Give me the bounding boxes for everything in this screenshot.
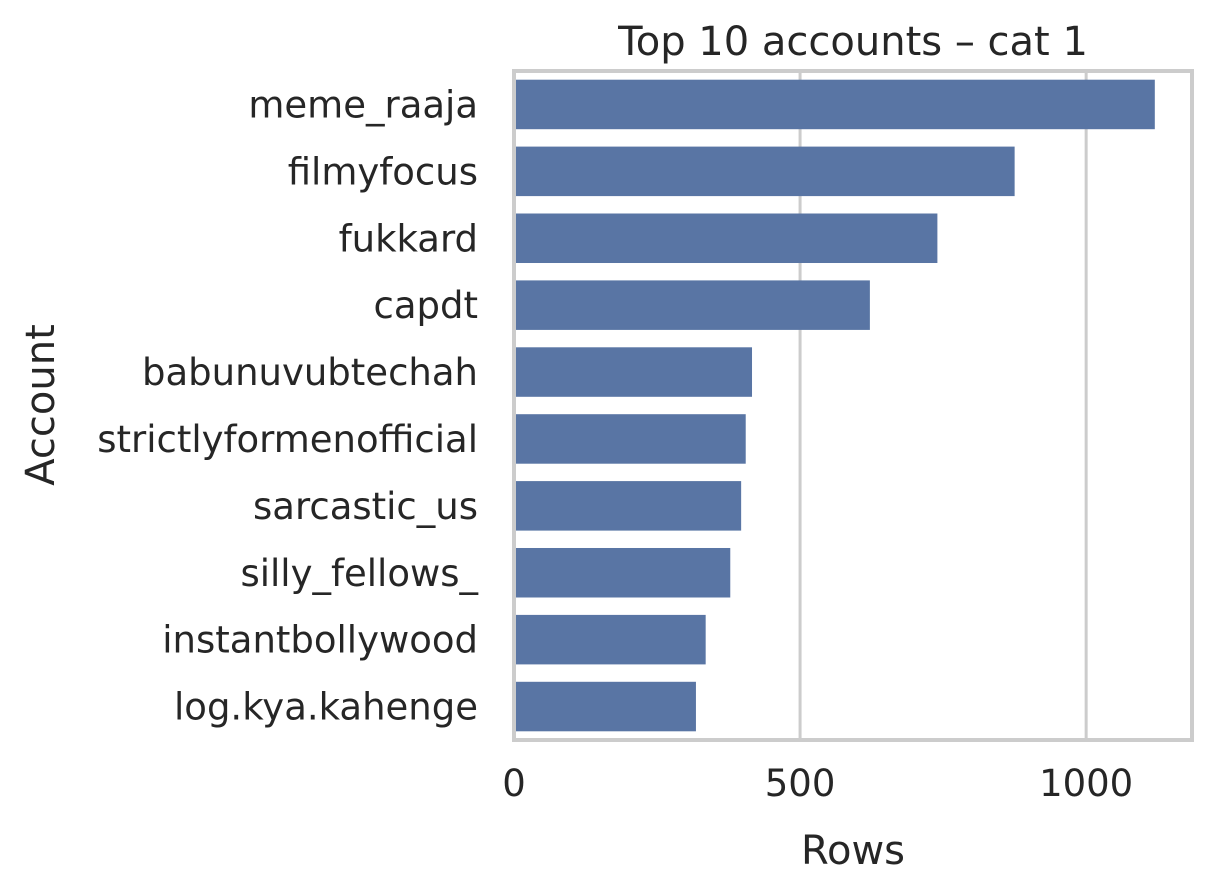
bar xyxy=(514,547,731,598)
chart-title: Top 10 accounts – cat 1 xyxy=(617,19,1088,65)
y-tick-label: babunuvubtechah xyxy=(142,351,478,394)
bars xyxy=(514,79,1155,732)
bar xyxy=(514,280,870,330)
x-tick-label: 0 xyxy=(502,762,526,805)
x-axis-label: Rows xyxy=(801,828,905,874)
x-tick-labels: 0 500 1000 xyxy=(502,762,1133,805)
bar xyxy=(514,614,706,665)
y-tick-label: sarcastic_us xyxy=(253,485,478,528)
x-tick-label: 1000 xyxy=(1039,762,1133,805)
bar xyxy=(514,681,696,732)
bar xyxy=(514,146,1015,197)
bar xyxy=(514,213,938,264)
y-tick-labels: meme_raaja filmyfocus fukkard capdt babunuvu… xyxy=(97,83,478,728)
y-tick-label: log.kya.kahenge xyxy=(174,686,478,729)
y-tick-label: instantbollywood xyxy=(162,619,478,662)
y-tick-label: strictlyformenofficial xyxy=(97,418,478,461)
y-tick-label: filmyfocus xyxy=(288,150,478,193)
y-axis-label: Account xyxy=(18,324,64,486)
bar xyxy=(514,414,746,464)
y-tick-label: meme_raaja xyxy=(248,83,478,126)
y-tick-label: capdt xyxy=(374,284,479,327)
bar xyxy=(514,347,753,397)
y-tick-label: fukkard xyxy=(339,217,478,260)
y-tick-label: silly_fellows_ xyxy=(240,552,478,595)
bar xyxy=(514,79,1155,130)
bar xyxy=(514,481,742,531)
plot-frame xyxy=(512,69,1194,742)
x-tick-label: 500 xyxy=(765,762,836,805)
